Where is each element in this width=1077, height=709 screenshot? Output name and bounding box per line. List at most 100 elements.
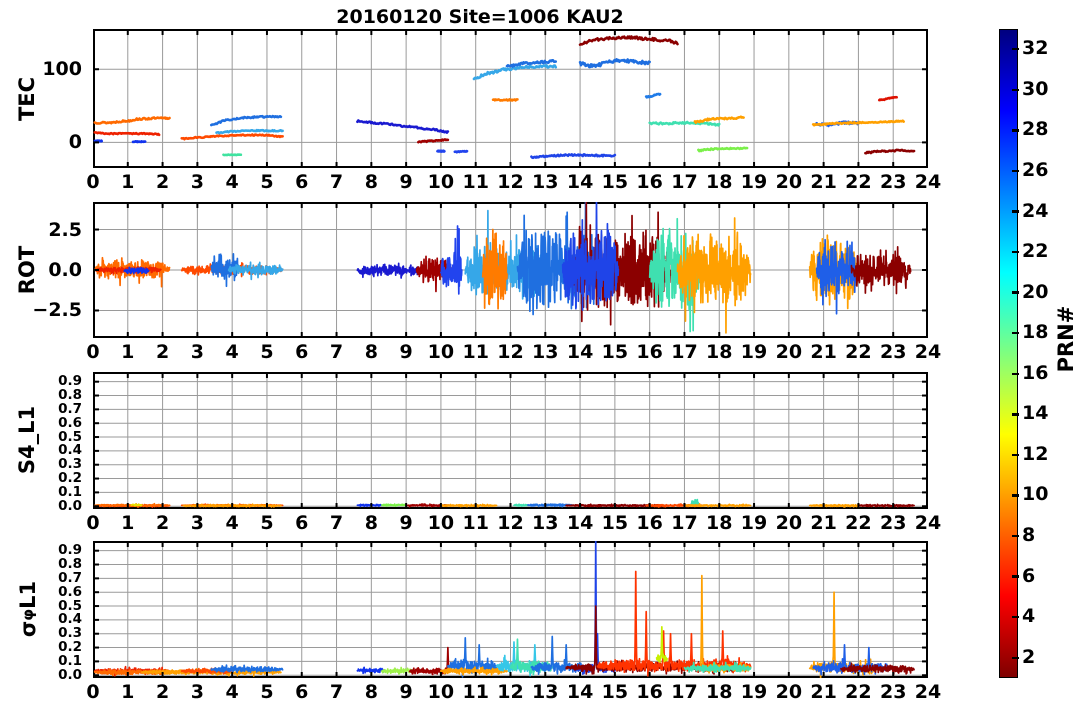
data-trace-prn-27 (180, 133, 284, 141)
y-ticklabel: 0.1 (58, 652, 82, 669)
x-ticklabel: 23 (879, 512, 907, 534)
y-ticklabel: 0.5 (58, 597, 82, 614)
data-trace-prn-32 (857, 503, 915, 508)
data-trace-prn-24 (811, 119, 905, 127)
colorbar-ticklabel: 32 (1022, 37, 1049, 60)
data-trace-prn-10 (209, 114, 283, 127)
x-ticklabel: 13 (532, 171, 559, 193)
panel-tec-plot (93, 29, 928, 168)
panel-s4l1-yticks: 0.0 0.1 0.2 0.3 0.4 0.5 0.6 0.7 0.8 0.9 (0, 372, 88, 513)
y-ticklabel: −2.5 (32, 299, 82, 322)
colorbar-ticklabel: 6 (1022, 564, 1036, 587)
x-ticklabel: 23 (879, 681, 907, 703)
colorbar-tickmark (1012, 210, 1019, 213)
data-trace-prn-5 (131, 140, 147, 144)
x-ticklabel: 0 (86, 341, 100, 363)
colorbar-ticklabel: 4 (1022, 605, 1036, 628)
data-trace-prn-7 (561, 202, 620, 311)
colorbar-ticklabel: 20 (1022, 280, 1049, 303)
x-ticklabel: 12 (497, 341, 524, 363)
x-ticklabel: 19 (740, 512, 768, 534)
x-ticklabel: 21 (810, 512, 837, 534)
colorbar-tickmark (1012, 332, 1019, 335)
x-ticklabel: 20 (775, 681, 803, 703)
x-ticklabel: 7 (329, 171, 344, 193)
x-ticklabel: 18 (706, 681, 733, 703)
colorbar-tickmark (1012, 250, 1019, 254)
x-ticklabel: 14 (566, 171, 594, 193)
data-trace-prn-5 (93, 139, 103, 143)
x-ticklabel: 1 (121, 512, 135, 534)
x-ticklabel: 1 (121, 341, 135, 363)
x-ticklabel: 5 (260, 512, 274, 534)
x-ticklabel: 6 (295, 171, 309, 193)
x-ticklabel: 11 (462, 681, 489, 703)
data-trace-prn-20 (655, 625, 668, 663)
x-ticklabel: 12 (497, 681, 524, 703)
x-ticklabel: 9 (399, 681, 413, 703)
x-ticklabel: 7 (329, 512, 344, 534)
colorbar-tickmark (1012, 372, 1019, 375)
x-ticklabel: 13 (532, 681, 559, 703)
panel-s4l1-plot (93, 372, 928, 509)
y-ticklabel: 0.8 (58, 387, 82, 404)
y-ticklabel: 0.0 (58, 497, 82, 514)
colorbar-ticklabel: 22 (1022, 240, 1049, 263)
x-ticklabel: 14 (566, 681, 594, 703)
colorbar-ticklabel: 30 (1022, 77, 1049, 100)
x-ticklabel: 1 (121, 681, 135, 703)
data-trace-prn-31 (417, 138, 450, 144)
data-trace-prn-6 (356, 503, 383, 508)
x-ticklabel: 12 (497, 171, 524, 193)
x-ticklabel: 9 (399, 512, 413, 534)
colorbar-tickmark (1012, 453, 1019, 457)
x-ticklabel: 2 (155, 171, 170, 193)
data-trace-prn-24 (683, 503, 752, 508)
data-trace-prn-22 (130, 503, 143, 507)
y-ticklabel: 0.2 (58, 470, 82, 487)
x-ticklabel: 23 (879, 341, 907, 363)
x-ticklabel: 20 (775, 171, 803, 193)
data-trace-prn-10 (447, 637, 498, 678)
x-ticklabel: 10 (427, 512, 455, 534)
x-ticklabel: 16 (636, 681, 663, 703)
x-ticklabel: 21 (810, 171, 837, 193)
colorbar-tickmark (1012, 48, 1019, 51)
data-trace-prn-32 (578, 35, 679, 46)
panel-rot-yticks: −2.5 0.0 2.5 (0, 202, 88, 338)
x-ticklabel: 14 (566, 512, 594, 534)
y-ticklabel: 100 (42, 58, 82, 81)
data-trace-prn-3 (356, 262, 421, 279)
x-ticklabel: 1 (121, 171, 135, 193)
y-ticklabel: 0.3 (58, 456, 82, 473)
x-ticklabel: 22 (845, 171, 872, 193)
y-ticklabel: 0.7 (58, 569, 82, 586)
x-ticklabel: 8 (364, 681, 378, 703)
x-ticklabel: 19 (740, 681, 768, 703)
x-ticklabel: 18 (706, 341, 733, 363)
x-ticklabel: 8 (364, 512, 378, 534)
x-ticklabel: 13 (532, 341, 559, 363)
x-ticklabel: 15 (601, 681, 629, 703)
x-ticklabel: 19 (740, 171, 768, 193)
x-ticklabel: 24 (914, 171, 942, 193)
colorbar (999, 29, 1018, 678)
colorbar-tickmark (1012, 129, 1019, 132)
x-ticklabel: 19 (740, 341, 768, 363)
x-ticklabel: 4 (225, 681, 239, 703)
x-ticklabel: 4 (225, 512, 239, 534)
colorbar-tickmark (1012, 575, 1019, 578)
data-trace-prn-16 (222, 153, 243, 157)
data-trace-prn-10 (578, 58, 651, 69)
colorbar-ticklabel: 18 (1022, 321, 1049, 344)
colorbar-tickmark (1012, 534, 1019, 538)
x-ticklabel: 12 (497, 512, 524, 534)
data-trace-prn-6 (440, 225, 463, 295)
colorbar-ticklabel: 16 (1022, 361, 1049, 384)
x-ticklabel: 6 (295, 512, 309, 534)
x-ticklabel: 16 (636, 512, 663, 534)
x-ticklabel: 2 (155, 681, 170, 703)
x-ticklabel: 8 (364, 171, 378, 193)
data-trace-prn-24 (808, 503, 863, 508)
data-trace-prn-7 (530, 153, 617, 160)
